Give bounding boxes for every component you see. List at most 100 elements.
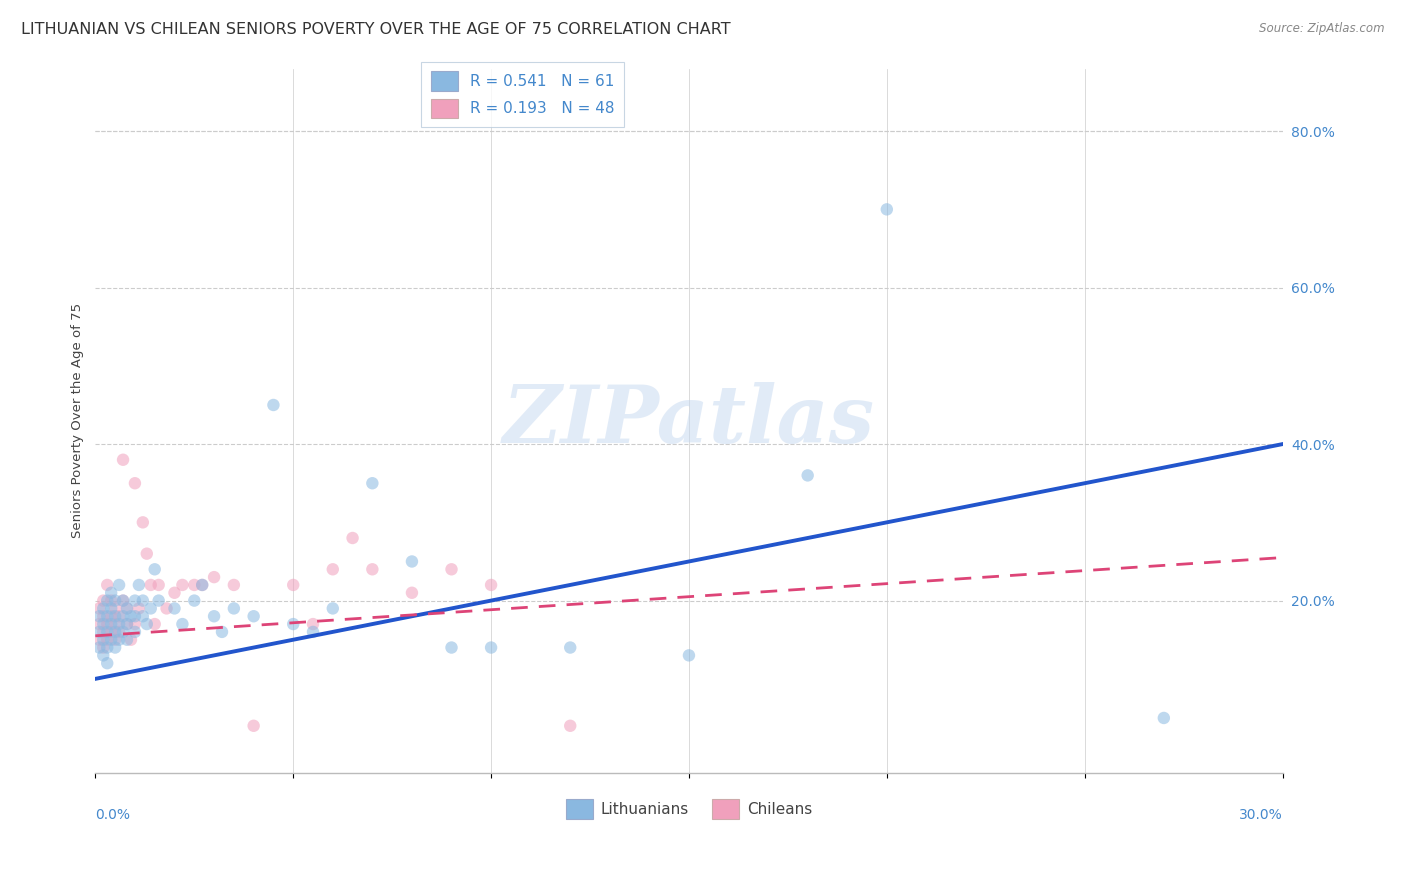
Point (361, 476, 384, 491)
Point (96, 624, 118, 639)
Point (89, 617, 111, 632)
Point (302, 617, 325, 632)
Point (115, 617, 138, 632)
Point (89, 632, 111, 647)
Point (124, 609, 146, 624)
Point (283, 578, 305, 592)
Point (678, 648, 700, 663)
Point (135, 617, 157, 632)
Point (191, 578, 214, 592)
Point (112, 624, 135, 639)
Point (104, 632, 127, 647)
Y-axis label: Seniors Poverty Over the Age of 75: Seniors Poverty Over the Age of 75 (72, 303, 84, 538)
Point (163, 601, 186, 615)
Point (104, 609, 127, 624)
Point (96, 617, 118, 632)
Point (108, 578, 131, 592)
Point (242, 609, 264, 624)
Point (89, 624, 111, 639)
Point (91, 609, 114, 624)
Point (202, 609, 225, 624)
Point (139, 578, 162, 592)
Point (124, 476, 146, 491)
Point (91, 624, 114, 639)
Point (440, 640, 463, 655)
Point (100, 586, 122, 600)
Point (124, 624, 146, 639)
Text: 30.0%: 30.0% (1239, 808, 1282, 822)
Point (96, 578, 118, 592)
Point (155, 601, 177, 615)
Point (100, 593, 122, 607)
Point (104, 601, 127, 615)
Point (479, 578, 502, 592)
Point (108, 624, 131, 639)
Point (479, 640, 502, 655)
Point (401, 554, 423, 568)
Point (1153, 711, 1175, 725)
Point (115, 601, 138, 615)
Point (148, 578, 170, 592)
Point (91, 640, 114, 655)
Point (560, 640, 582, 655)
Point (120, 609, 142, 624)
Point (100, 632, 122, 647)
Point (104, 640, 127, 655)
Point (202, 570, 225, 584)
Point (222, 578, 245, 592)
Point (283, 617, 305, 632)
Point (143, 617, 166, 632)
Point (112, 452, 135, 467)
Point (104, 593, 127, 607)
Point (91, 617, 114, 632)
Point (96, 632, 118, 647)
Point (401, 586, 423, 600)
Point (89, 609, 111, 624)
Point (115, 601, 138, 615)
Point (91, 648, 114, 663)
Point (148, 593, 170, 607)
Point (143, 562, 166, 576)
Point (342, 531, 364, 545)
Point (91, 601, 114, 615)
Text: Source: ZipAtlas.com: Source: ZipAtlas.com (1260, 22, 1385, 36)
Point (100, 609, 122, 624)
Point (135, 547, 157, 561)
Point (124, 593, 146, 607)
Point (560, 719, 582, 733)
Point (96, 656, 118, 670)
Point (91, 632, 114, 647)
Text: LITHUANIAN VS CHILEAN SENIORS POVERTY OVER THE AGE OF 75 CORRELATION CHART: LITHUANIAN VS CHILEAN SENIORS POVERTY OV… (21, 22, 731, 37)
Point (108, 609, 131, 624)
Point (91, 593, 114, 607)
Point (322, 562, 344, 576)
Point (242, 719, 264, 733)
Point (222, 601, 245, 615)
Point (440, 562, 463, 576)
Point (89, 640, 111, 655)
Point (128, 578, 150, 592)
Point (172, 578, 194, 592)
Point (262, 398, 284, 412)
Point (183, 593, 205, 607)
Point (96, 593, 118, 607)
Text: ZIPatlas: ZIPatlas (503, 382, 875, 459)
Point (183, 578, 205, 592)
Point (132, 609, 155, 624)
Text: 0.0%: 0.0% (96, 808, 131, 822)
Point (112, 593, 135, 607)
Point (211, 624, 233, 639)
Point (96, 609, 118, 624)
Point (124, 617, 146, 632)
Point (89, 601, 111, 615)
Point (96, 640, 118, 655)
Point (172, 617, 194, 632)
Point (128, 601, 150, 615)
Point (112, 609, 135, 624)
Point (115, 632, 138, 647)
Point (100, 624, 122, 639)
Point (104, 617, 127, 632)
Point (191, 578, 214, 592)
Legend: Lithuanians, Chileans: Lithuanians, Chileans (560, 793, 818, 825)
Point (100, 617, 122, 632)
